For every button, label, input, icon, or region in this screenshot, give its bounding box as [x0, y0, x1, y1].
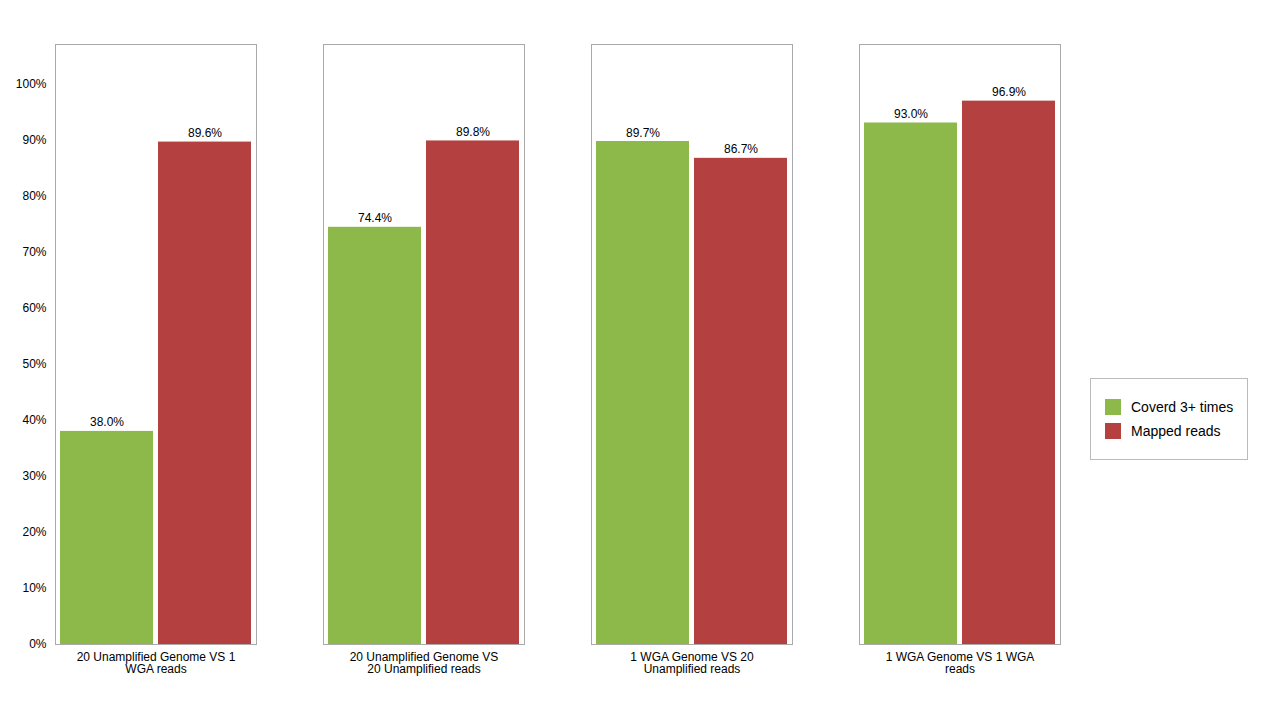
svg-text:80%: 80% [22, 188, 46, 202]
svg-text:38.0%: 38.0% [90, 415, 124, 429]
svg-text:89.7%: 89.7% [626, 125, 660, 139]
svg-text:100%: 100% [16, 76, 47, 90]
svg-text:96.9%: 96.9% [992, 85, 1026, 99]
html-text:Mapped reads: Mapped reads [1131, 422, 1221, 439]
svg-text:90%: 90% [22, 132, 46, 146]
svg-text:93.0%: 93.0% [894, 107, 928, 121]
svg-text:20 Unamplified Genome VS 1WGA: 20 Unamplified Genome VS 1WGA reads [77, 650, 236, 676]
svg-text:10%: 10% [22, 581, 46, 595]
svg-text:0%: 0% [29, 637, 47, 651]
svg-text:20%: 20% [22, 525, 46, 539]
svg-text:1 WGA Genome VS 1 WGAreads: 1 WGA Genome VS 1 WGAreads [886, 650, 1035, 676]
svg-text:20 Unamplified Genome VS20 Una: 20 Unamplified Genome VS20 Unamplified r… [350, 650, 499, 676]
html-text:Coverd 3+ times: Coverd 3+ times [1131, 398, 1234, 415]
svg-text:89.8%: 89.8% [456, 124, 490, 138]
svg-text:70%: 70% [22, 244, 46, 258]
svg-text:86.7%: 86.7% [724, 142, 758, 156]
svg-text:60%: 60% [22, 300, 46, 314]
svg-text:74.4%: 74.4% [358, 211, 392, 225]
svg-text:1 WGA Genome VS 20Unamplified: 1 WGA Genome VS 20Unamplified reads [630, 650, 754, 676]
svg-text:89.6%: 89.6% [188, 126, 222, 140]
svg-text:40%: 40% [22, 413, 46, 427]
svg-text:30%: 30% [22, 469, 46, 483]
svg-text:50%: 50% [22, 356, 46, 370]
